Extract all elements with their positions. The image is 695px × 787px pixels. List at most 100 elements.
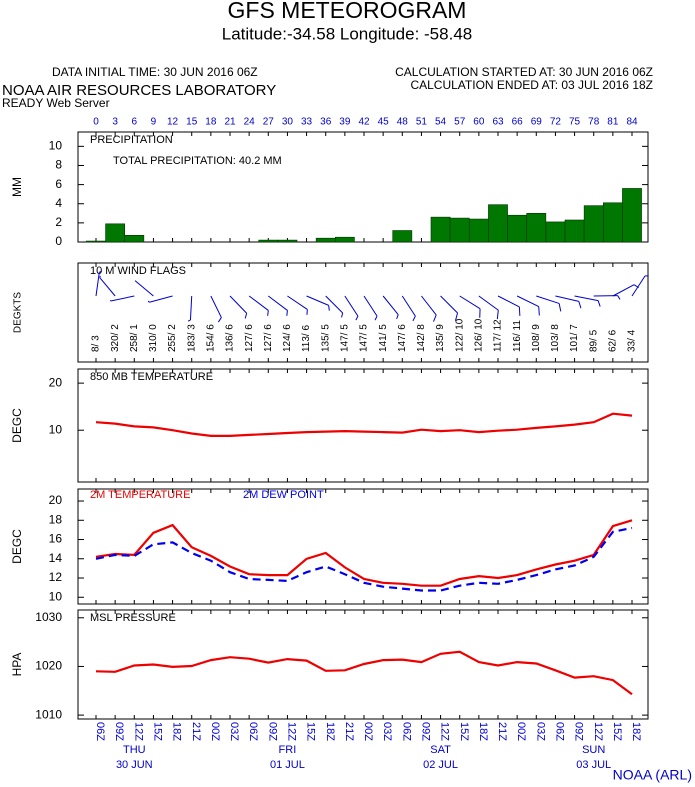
x-tick-label: 06Z	[94, 722, 106, 741]
wind-feather	[496, 310, 499, 320]
wind-feather	[244, 313, 248, 319]
y-tick-label: 12	[49, 570, 63, 584]
hour-label: 39	[339, 117, 351, 128]
hour-label: 15	[186, 117, 198, 128]
bar	[622, 188, 642, 243]
bar	[564, 219, 585, 243]
hour-label: 60	[473, 117, 485, 128]
wind-staff	[574, 295, 599, 302]
wind-label: 122/ 10	[454, 318, 465, 352]
wind-feather	[538, 306, 540, 316]
wind-staff	[287, 295, 308, 310]
wind-feather	[328, 305, 330, 311]
y-axis-label: DEGC	[10, 529, 24, 564]
series-line	[95, 526, 633, 592]
hour-label: 3	[112, 117, 118, 128]
panel-frame	[77, 368, 649, 483]
hour-label: 6	[132, 117, 138, 128]
wind-label: 101/ 7	[569, 324, 580, 352]
hour-label: 57	[454, 117, 466, 128]
day-label: SAT	[430, 744, 451, 756]
bar	[545, 221, 566, 243]
bar	[488, 204, 508, 243]
day-label: FRI	[279, 744, 297, 756]
panel-title: PRECIPITATION	[90, 134, 173, 146]
wind-label: 117/ 12	[493, 319, 504, 352]
y-axis-label: DEGC	[10, 408, 24, 443]
panel-title: 10 M WIND FLAGS	[90, 265, 186, 277]
y-tick-label: 2	[55, 215, 62, 229]
y-tick-label: 14	[49, 551, 63, 565]
wind-staff	[134, 280, 154, 297]
bar	[602, 202, 623, 243]
wind-feather	[99, 270, 103, 273]
x-tick-label: 00Z	[209, 722, 221, 741]
subtitle: Latitude:-34.58 Longitude: -58.48	[222, 24, 472, 43]
wind-label: 108/ 9	[531, 324, 542, 352]
y-tick-label: 10	[49, 589, 63, 603]
y-tick-label: 0	[55, 234, 62, 248]
wind-feather	[558, 303, 562, 312]
y-tick-label: 10	[49, 422, 63, 436]
hour-label: 48	[397, 117, 409, 128]
hour-label: 54	[435, 117, 447, 128]
x-tick-label: 09Z	[266, 722, 278, 741]
calc-ended: CALCULATION ENDED AT: 03 JUL 2016 18Z	[410, 78, 653, 92]
wind-feather	[217, 317, 222, 323]
initial-time: DATA INITIAL TIME: 30 JUN 2016 06Z	[52, 65, 258, 79]
y-tick-label: 10	[49, 139, 63, 153]
wind-feather	[99, 275, 101, 278]
day-label: THU	[123, 744, 146, 756]
hour-label: 21	[224, 117, 236, 128]
wind-staff	[631, 275, 646, 297]
x-tick-label: 18Z	[324, 722, 336, 741]
x-tick-label: 06Z	[400, 722, 412, 741]
wind-label: 255/ 2	[167, 324, 178, 352]
panel-frame	[77, 262, 649, 363]
wind-label: 62/ 6	[607, 329, 618, 352]
wind-feather	[617, 295, 621, 300]
wind-staff	[497, 295, 520, 308]
wind-label: 124/ 6	[282, 324, 293, 352]
title: GFS METEOROGRAM	[228, 0, 467, 23]
wind-staff	[401, 295, 416, 317]
wind-staff	[612, 284, 635, 297]
wind-label: 135/ 5	[320, 324, 331, 352]
panel-frame	[77, 488, 649, 605]
y-tick-label: 1030	[35, 610, 62, 624]
x-tick-label: 03Z	[534, 722, 546, 741]
bar	[277, 239, 298, 243]
x-tick-label: 03Z	[381, 722, 393, 741]
wind-label: 127/ 6	[263, 324, 274, 352]
x-tick-label: 21Z	[190, 722, 202, 741]
legend-entry: 2M DEW POINT	[243, 489, 324, 501]
day-label: SUN	[582, 744, 605, 756]
hour-label: 9	[151, 117, 157, 128]
hour-label: 30	[282, 117, 294, 128]
wind-staff	[440, 295, 458, 314]
y-tick-label: 16	[49, 532, 63, 546]
wind-staff	[229, 295, 248, 314]
bar	[392, 230, 413, 243]
legend-entry: 2M TEMPERATURE	[90, 489, 190, 501]
wind-staff	[248, 295, 269, 311]
wind-label: 8/ 3	[91, 335, 102, 352]
x-tick-label: 18Z	[477, 722, 489, 741]
bar	[124, 235, 145, 243]
y-tick-label: 1010	[35, 707, 62, 721]
panel-title: MSL PRESSURE	[90, 612, 176, 624]
date-label: 03 JUL	[576, 759, 611, 771]
wind-feather	[286, 310, 288, 316]
wind-staff	[149, 295, 173, 303]
x-tick-label: 21Z	[496, 722, 508, 741]
bar	[334, 236, 355, 243]
wind-feather	[597, 300, 601, 307]
panel-title: 850 MB TEMPERATURE	[90, 371, 213, 383]
wind-label: 126/ 10	[473, 318, 484, 352]
x-tick-label: 12Z	[592, 722, 604, 741]
series-line	[95, 412, 633, 437]
hour-label: 45	[378, 117, 390, 128]
y-tick-label: 4	[55, 196, 62, 210]
wind-label: 142/ 8	[416, 324, 427, 352]
